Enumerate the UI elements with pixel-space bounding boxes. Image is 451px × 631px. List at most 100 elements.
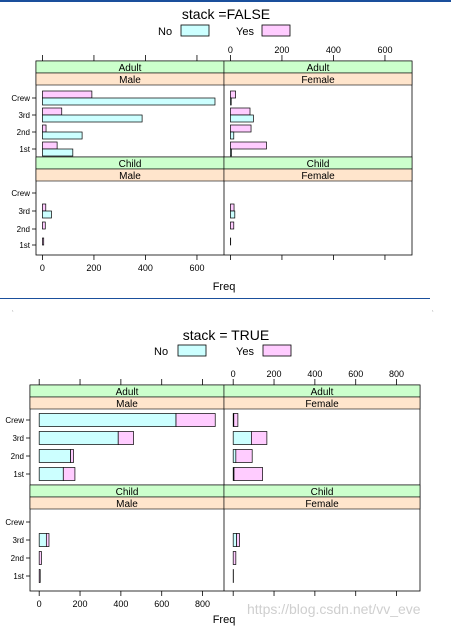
grouped-strip-age-label: Child <box>119 159 142 170</box>
stacked-bar-yes <box>62 467 76 481</box>
grouped-bar-yes <box>42 237 45 246</box>
stacked-bar-no <box>38 467 64 481</box>
stacked-category-label: Crew <box>5 518 24 527</box>
grouped-tick-label-bottom: 0 <box>40 263 45 273</box>
stacked-strip-age-label: Adult <box>116 387 139 398</box>
grouped-bar-yes <box>230 90 236 99</box>
grouped-bar-yes <box>42 203 47 212</box>
grouped-bar-yes <box>230 221 235 230</box>
grouped-bar-no <box>42 114 143 123</box>
grouped-strip-sex-label: Female <box>301 171 335 182</box>
stacked-strip-age-label: Adult <box>311 387 334 398</box>
stacked-strip-age-label: Child <box>116 487 139 498</box>
grouped-tick-label-top: 0 <box>228 45 233 55</box>
stacked-bar-yes <box>38 569 41 583</box>
stacked-bar-yes <box>117 431 134 445</box>
grouped-category-label: Crew <box>11 94 30 103</box>
separator-rule <box>0 298 430 299</box>
stacked-category-label: 1st <box>13 470 24 479</box>
stacked-tick-label-top: 0 <box>231 369 236 379</box>
stacked-bar-no <box>232 449 237 463</box>
grouped-tick-label-top: 400 <box>326 45 341 55</box>
grouped-bar-no <box>42 97 216 106</box>
grouped-tick-label-top: 200 <box>274 45 289 55</box>
grouped-bar-no <box>42 131 83 140</box>
grouped-x-axis-label: Freq <box>213 281 236 293</box>
stacked-tick-label-top: 800 <box>389 369 404 379</box>
margin-mark-right: ˛ <box>432 306 434 312</box>
stacked-bar-yes <box>175 413 216 427</box>
stacked-bar-no <box>38 413 177 427</box>
stacked-legend-swatch-yes <box>262 344 292 357</box>
grouped-legend-swatch-no <box>180 24 210 37</box>
grouped-bar-no <box>230 97 232 106</box>
top-rule <box>0 0 451 2</box>
grouped-bar-yes <box>42 107 63 116</box>
grouped-bar-yes <box>42 141 58 150</box>
grouped-bar-yes <box>42 221 46 230</box>
stacked-tick-label-bottom: 200 <box>73 599 88 609</box>
stacked-category-label: 1st <box>13 572 24 581</box>
grouped-strip-sex-label: Male <box>119 171 141 182</box>
stacked-strip-sex-label: Male <box>116 499 138 510</box>
stacked-strip-age-label: Child <box>311 487 334 498</box>
grouped-strip-sex <box>223 168 413 182</box>
stacked-legend-label-no: No <box>154 346 168 358</box>
stacked-tick-label-bottom: 0 <box>37 599 42 609</box>
stacked-bar-no <box>232 431 252 445</box>
grouped-bar-no <box>230 131 235 140</box>
grouped-chart-title: stack =FALSE <box>182 6 270 22</box>
grouped-bar-yes <box>230 203 235 212</box>
grouped-bar-yes <box>42 90 93 99</box>
grouped-bar-yes <box>230 141 267 150</box>
stacked-bar-yes <box>236 533 240 547</box>
stacked-strip-sex <box>223 496 421 510</box>
grouped-bar-no <box>42 148 74 157</box>
grouped-category-label: 2nd <box>17 225 30 234</box>
stacked-strip-sex <box>223 396 421 410</box>
stacked-strip-sex-label: Female <box>305 499 339 510</box>
stacked-strip-sex-label: Male <box>116 399 138 410</box>
stacked-chart-title: stack = TRUE <box>183 327 270 343</box>
watermark-text: https://blog.csdn.net/vv_eve <box>247 601 421 617</box>
stacked-bar-yes <box>235 449 253 463</box>
grouped-category-label: 1st <box>19 241 30 250</box>
stacked-category-label: Crew <box>5 416 24 425</box>
stacked-bar-yes <box>233 413 239 427</box>
stacked-bar-yes <box>232 551 237 565</box>
grouped-tick-label-bottom: 200 <box>86 263 101 273</box>
grouped-tick-label-bottom: 600 <box>189 263 204 273</box>
stacked-bar-no <box>38 431 119 445</box>
grouped-legend-label-no: No <box>158 26 172 38</box>
grouped-category-label: 1st <box>19 145 30 154</box>
stacked-tick-label-bottom: 800 <box>195 599 210 609</box>
margin-mark-left: ˛ <box>12 306 14 312</box>
grouped-strip-age-label: Child <box>307 159 330 170</box>
stacked-tick-label-top: 600 <box>348 369 363 379</box>
stacked-bar-yes <box>70 449 74 463</box>
grouped-category-label: 3rd <box>18 207 30 216</box>
grouped-category-label: 2nd <box>17 128 30 137</box>
stacked-bar-yes <box>251 431 268 445</box>
stacked-bar-no <box>38 533 47 547</box>
grouped-category-label: 3rd <box>18 111 30 120</box>
grouped-category-label: Crew <box>11 189 30 198</box>
stacked-category-label: 3rd <box>12 536 24 545</box>
stacked-bar-yes <box>233 467 263 481</box>
stacked-strip-sex-label: Female <box>305 399 339 410</box>
grouped-strip-sex <box>223 72 413 86</box>
grouped-tick-label-bottom: 400 <box>138 263 153 273</box>
stacked-tick-label-bottom: 600 <box>154 599 169 609</box>
grouped-legend-swatch-yes <box>261 24 291 37</box>
stacked-legend-swatch-no <box>177 344 207 357</box>
grouped-strip-age-label: Adult <box>119 63 142 74</box>
grouped-strip-sex-label: Female <box>301 75 335 86</box>
stacked-tick-label-top: 200 <box>267 369 282 379</box>
grouped-bar-yes <box>230 107 251 116</box>
stacked-bar-no <box>232 533 238 547</box>
stacked-category-label: 2nd <box>11 452 24 461</box>
stacked-tick-label-bottom: 400 <box>113 599 128 609</box>
stacked-x-axis-label: Freq <box>213 614 236 626</box>
stacked-category-label: 3rd <box>12 434 24 443</box>
